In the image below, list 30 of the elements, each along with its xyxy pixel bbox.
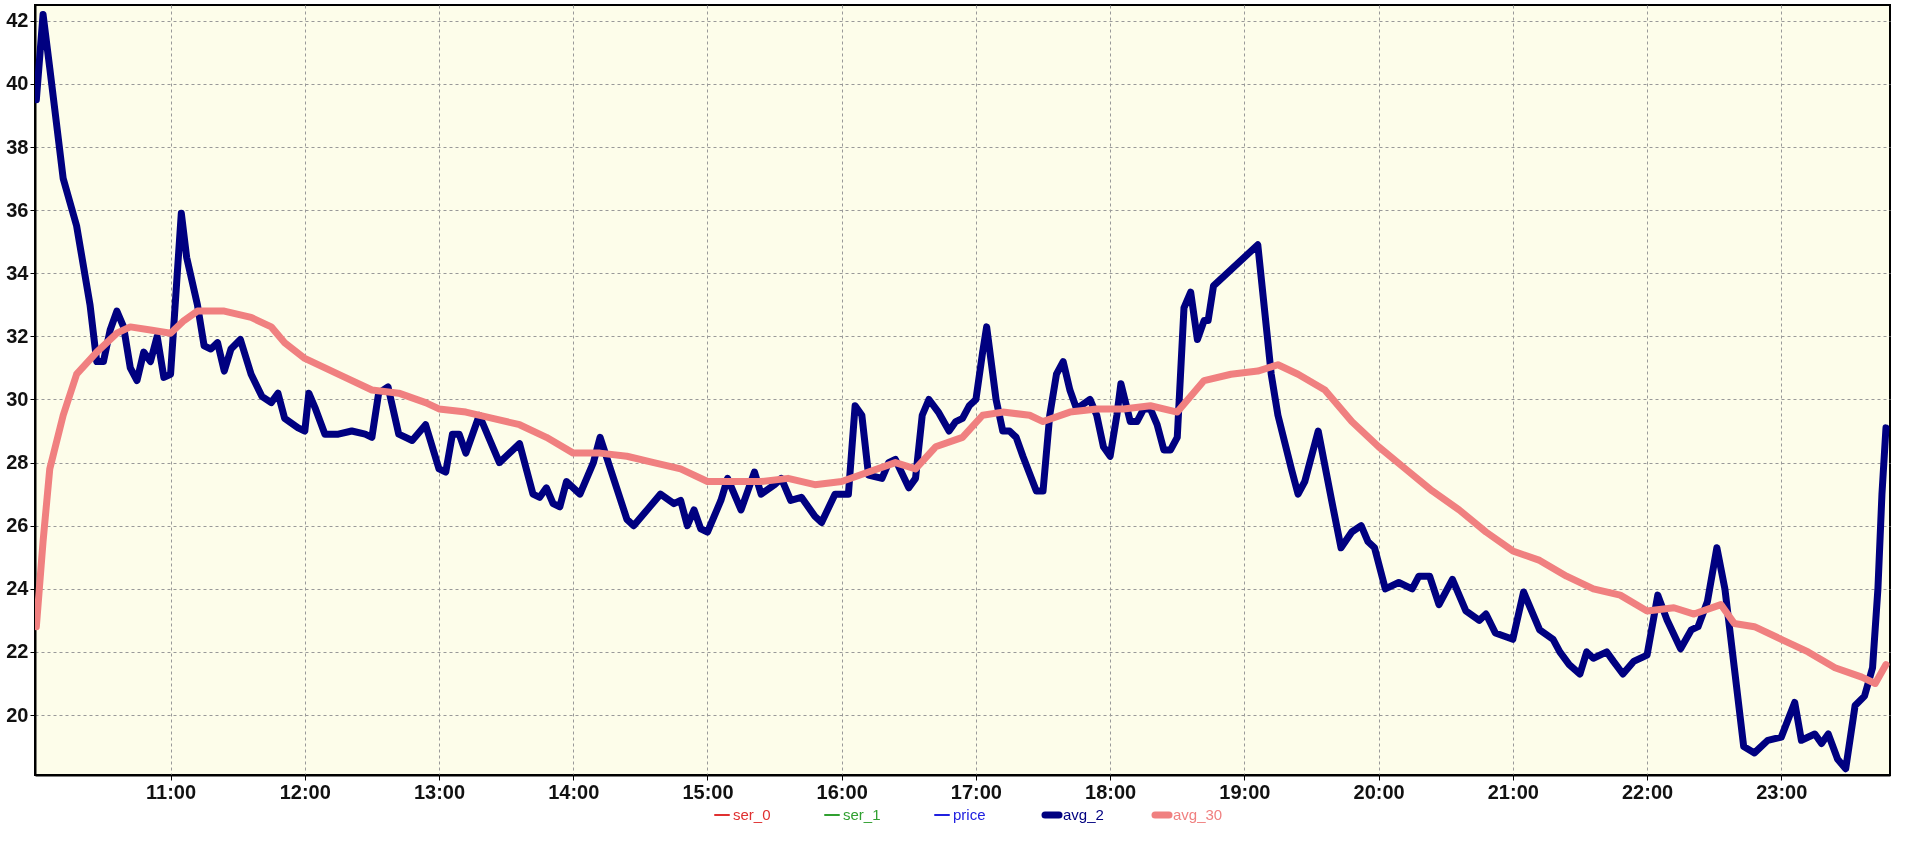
legend-label: avg_30 xyxy=(1173,806,1223,823)
x-tick-label: 16:00 xyxy=(816,780,868,803)
y-tick-label: 40 xyxy=(6,72,29,95)
x-tick-label: 13:00 xyxy=(413,780,466,803)
y-tick-label: 38 xyxy=(6,135,29,158)
x-tick-label: 23:00 xyxy=(1756,780,1808,803)
x-tick-label: 12:00 xyxy=(279,780,331,803)
y-tick-label: 20 xyxy=(6,703,29,726)
y-tick-label: 42 xyxy=(6,9,29,32)
x-tick-label: 22:00 xyxy=(1621,780,1674,803)
legend-label: avg_2 xyxy=(1063,806,1104,823)
x-tick-label: 19:00 xyxy=(1219,780,1271,803)
x-tick-label: 14:00 xyxy=(548,780,600,803)
y-tick-label: 28 xyxy=(6,451,29,474)
x-tick-label: 20:00 xyxy=(1353,780,1405,803)
x-tick-label: 18:00 xyxy=(1085,780,1137,803)
y-tick-label: 22 xyxy=(6,640,29,663)
x-tick-label: 11:00 xyxy=(146,780,197,803)
y-tick-label: 24 xyxy=(6,577,30,600)
legend-label: ser_0 xyxy=(733,806,771,823)
y-tick-label: 34 xyxy=(6,261,30,284)
x-tick-label: 21:00 xyxy=(1487,780,1539,803)
y-tick-label: 30 xyxy=(6,387,29,410)
y-tick-label: 36 xyxy=(6,198,29,221)
x-tick-label: 15:00 xyxy=(682,780,734,803)
y-tick-label: 26 xyxy=(6,514,29,537)
y-tick-label: 32 xyxy=(6,324,29,347)
x-tick-label: 17:00 xyxy=(950,780,1002,803)
legend-label: price xyxy=(953,806,986,823)
legend-label: ser_1 xyxy=(843,806,881,823)
